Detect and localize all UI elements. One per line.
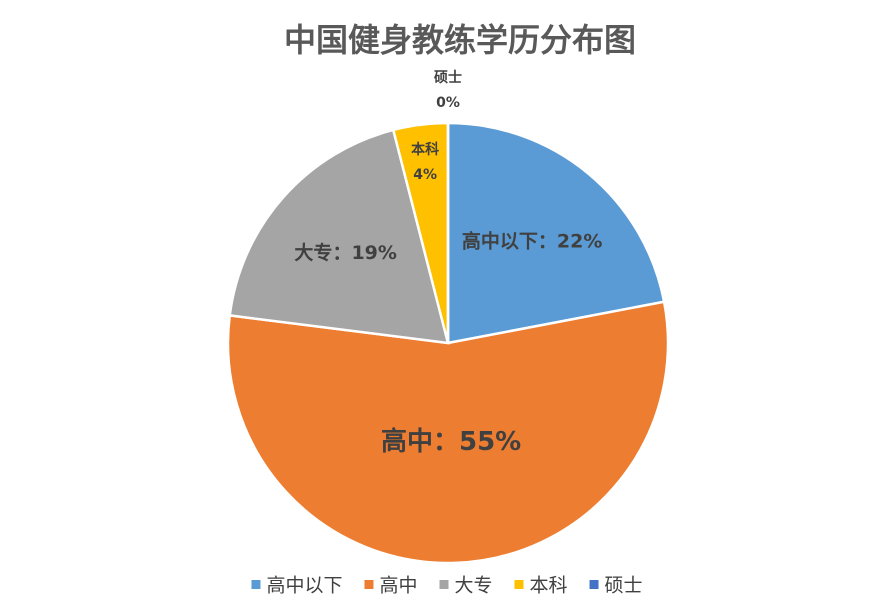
legend-swatch	[514, 580, 524, 589]
legend-label: 大专	[454, 575, 492, 597]
legend-label: 高中	[379, 575, 417, 597]
legend-swatch	[251, 580, 261, 589]
data-label: 高中以下：22%	[462, 229, 603, 252]
label-value: 0%	[436, 95, 460, 111]
label-category: 本科	[411, 141, 439, 158]
label-category: 硕士	[434, 69, 462, 86]
legend-swatch	[439, 580, 449, 589]
chart-title: 中国健身教练学历分布图	[284, 21, 636, 59]
label-value: 55%	[459, 426, 521, 456]
label-category: 大专	[294, 240, 332, 263]
data-label: 大专：19%	[294, 240, 397, 263]
label-value: 19%	[351, 241, 396, 263]
pie-slice	[226, 300, 670, 565]
label-separator: ：	[538, 230, 557, 252]
label-category: 高中以下	[462, 229, 538, 252]
label-value: 4%	[413, 167, 437, 183]
legend-swatch	[364, 580, 374, 589]
data-label: 高中：55%	[381, 425, 521, 456]
label-category: 高中	[381, 425, 433, 456]
legend-label: 硕士	[605, 575, 643, 597]
legend-label: 本科	[530, 575, 568, 597]
label-separator: ：	[332, 241, 351, 263]
legend: 高中以下 高中 大专 本科 硕士	[251, 575, 643, 597]
label-separator: ：	[433, 426, 459, 456]
label-value: 22%	[557, 230, 602, 252]
legend-swatch	[589, 580, 599, 589]
pie-slice	[228, 128, 450, 345]
pie-slice	[446, 121, 666, 345]
legend-label: 高中以下	[266, 575, 342, 597]
